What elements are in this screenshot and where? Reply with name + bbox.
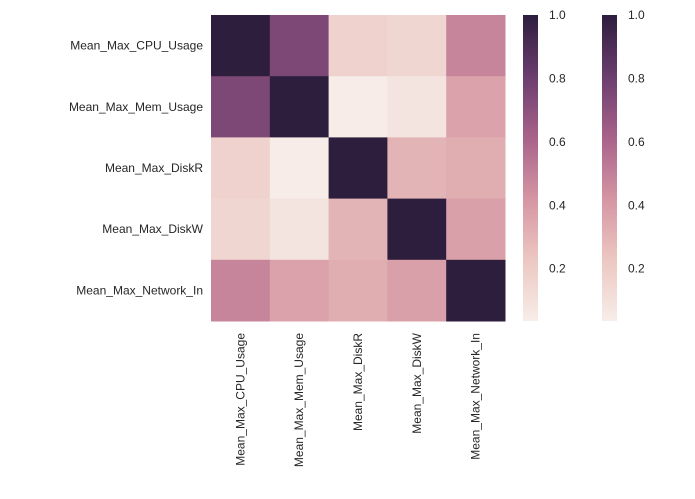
x-tick-label: Mean_Max_CPU_Usage [233, 333, 247, 466]
x-tick-label: Mean_Max_Network_In [469, 333, 483, 460]
y-tick-label: Mean_Max_DiskW [102, 222, 203, 236]
heatmap-cell [211, 198, 271, 261]
heatmap-cell [269, 198, 330, 261]
heatmap-cell [387, 137, 447, 200]
heatmap-cell [328, 76, 388, 138]
colorbar: 0.2 0.4 0.6 0.8 1.0 [602, 8, 645, 321]
x-tick-labels: Mean_Max_CPU_Usage Mean_Max_Mem_Usage Mean… [233, 332, 482, 467]
heatmap-cell [269, 259, 330, 322]
colorbar-tick-label: 0.6 [628, 135, 645, 149]
heatmap-cell [269, 137, 330, 200]
y-tick-label: Mean_Max_DiskR [105, 161, 203, 175]
x-tick-label: Mean_Max_DiskW [410, 332, 424, 433]
colorbar-tick-label: 0.8 [549, 71, 566, 85]
heatmap-cell [269, 76, 330, 138]
heatmap-cell [446, 137, 506, 200]
heatmap-cells [211, 15, 506, 322]
y-tick-label: Mean_Max_Network_In [76, 283, 203, 297]
colorbar-tick-label: 1.0 [628, 8, 645, 22]
colorbar-gradient [523, 15, 538, 321]
heatmap-cell [211, 76, 271, 138]
colorbar-tick-label: 0.4 [628, 198, 645, 212]
heatmap-cell [211, 137, 271, 200]
heatmap-cell [446, 15, 506, 77]
heatmap-cell [328, 198, 388, 261]
heatmap-cell [387, 198, 447, 261]
heatmap-cell [328, 259, 388, 322]
colorbar: 0.2 0.4 0.6 0.8 1.0 [523, 8, 566, 321]
y-tick-labels: Mean_Max_CPU_Usage Mean_Max_Mem_Usage Mean… [69, 39, 204, 298]
heatmap-cell [446, 198, 506, 261]
y-tick-label: Mean_Max_Mem_Usage [69, 100, 203, 114]
heatmap-cell [269, 15, 330, 77]
colorbars: 0.2 0.4 0.6 0.8 1.0 0.2 0.4 0.6 0.8 1.0 [523, 8, 645, 321]
colorbar-tick-label: 0.8 [628, 71, 645, 85]
heatmap-cell [211, 15, 271, 77]
x-tick-label: Mean_Max_Mem_Usage [292, 333, 306, 467]
colorbar-gradient [602, 15, 617, 321]
heatmap-cell [328, 137, 388, 200]
heatmap-cell [387, 76, 447, 138]
colorbar-tick-label: 0.2 [549, 262, 566, 276]
heatmap-cell [446, 259, 506, 322]
colorbar-tick-label: 1.0 [549, 8, 566, 22]
x-tick-label: Mean_Max_DiskR [351, 333, 365, 431]
colorbar-tick-label: 0.4 [549, 198, 566, 212]
heatmap-cell [211, 259, 271, 322]
colorbar-tick-label: 0.6 [549, 135, 566, 149]
heatmap-cell [387, 259, 447, 322]
colorbar-tick-label: 0.2 [628, 262, 645, 276]
heatmap-cell [387, 15, 447, 77]
heatmap-cell [446, 76, 506, 138]
y-tick-label: Mean_Max_CPU_Usage [70, 39, 203, 53]
heatmap-cell [328, 15, 388, 77]
